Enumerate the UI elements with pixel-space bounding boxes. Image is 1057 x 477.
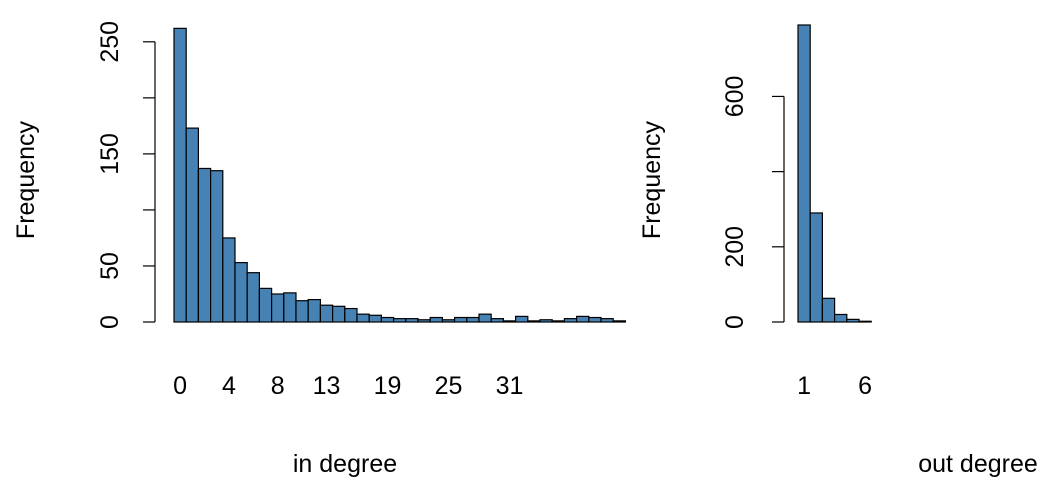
in-degree-bar-26 [490,318,505,323]
out-degree-y-tick-label-200: 200 [721,226,749,268]
in-degree-bar-32 [563,318,578,323]
in-degree-bar-20 [417,319,431,323]
in-degree-bar-16 [368,314,383,323]
out-degree-bar-5 [846,318,860,323]
in-degree-x-tick-label-4: 4 [222,372,236,400]
in-degree-y-tick-label-150: 150 [96,133,124,175]
in-degree-x-tick-label-0: 0 [173,372,187,400]
out-degree-bar-1 [797,24,811,323]
out-degree-bar-4 [833,313,848,323]
out-degree-x-tick-label-6: 6 [858,372,872,400]
out-degree-bar-6 [858,320,872,323]
in-degree-bar-8 [271,293,285,323]
in-degree-bar-0 [173,27,187,323]
in-degree-bar-5 [234,262,248,323]
in-degree-ylabel: Frequency [12,120,40,239]
in-degree-bar-23 [454,316,468,323]
in-degree-bar-29 [527,320,541,323]
in-degree-bar-30 [539,319,553,323]
in-degree-bar-22 [441,319,456,323]
in-degree-bar-1 [185,127,199,323]
in-degree-x-tick-label-25: 25 [435,372,463,400]
in-degree-bar-21 [429,316,444,323]
in-degree-bar-28 [514,315,529,323]
in-degree-bar-7 [258,287,273,323]
in-degree-bar-3 [210,170,224,323]
in-degree-x-tick-label-19: 19 [374,372,402,400]
in-degree-bar-34 [588,316,602,323]
in-degree-bar-10 [295,300,309,323]
in-degree-bar-33 [575,315,590,323]
in-degree-bar-17 [380,316,395,323]
out-degree-bar-2 [809,212,824,323]
in-degree-bar-24 [466,316,480,323]
in-degree-bar-4 [222,237,236,323]
in-degree-bar-36 [612,320,627,323]
in-degree-xlabel: in degree [293,450,397,477]
in-degree-bar-11 [307,298,322,323]
in-degree-bar-31 [551,320,566,323]
out-degree-xlabel: out degree [918,450,1038,477]
in-degree-y-tick-label-50: 50 [96,252,124,280]
out-degree-y-tick-label-600: 600 [721,76,749,118]
in-degree-bar-14 [344,307,358,323]
in-degree-bar-25 [478,313,492,323]
in-degree-y-tick-label-250: 250 [96,21,124,63]
in-degree-bar-2 [197,167,212,323]
in-degree-bar-19 [405,318,419,323]
in-degree-bar-6 [246,272,260,323]
in-degree-histogram: Frequency in degree 0 50 150 250 0 4 8 13 19 25 31 [12,21,627,477]
in-degree-bar-35 [600,318,614,323]
in-degree-bar-9 [283,292,297,323]
in-degree-x-tick-label-31: 31 [496,372,524,400]
out-degree-bar-3 [821,297,836,323]
in-degree-x-tick-label-8: 8 [271,372,285,400]
in-degree-bar-27 [502,320,517,323]
out-degree-ylabel: Frequency [638,120,666,239]
in-degree-bar-15 [356,313,370,323]
in-degree-bar-13 [332,305,346,323]
in-degree-bar-12 [319,304,334,323]
out-degree-y-tick-label-0: 0 [721,315,749,329]
out-degree-histogram: Frequency out degree 0 200 600 1 6 [638,24,1038,477]
in-degree-x-tick-label-13: 13 [313,372,341,400]
out-degree-x-tick-label-1: 1 [797,372,811,400]
in-degree-y-tick-label-0: 0 [96,315,124,329]
in-degree-bar-18 [393,318,407,323]
